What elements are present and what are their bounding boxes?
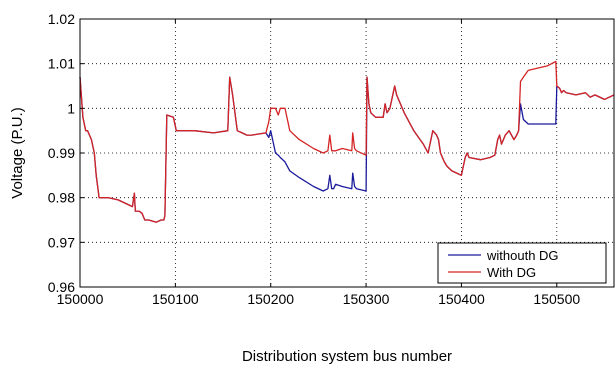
legend: withouth DG With DG bbox=[437, 242, 607, 284]
x-tick-label: 150000 bbox=[57, 291, 104, 307]
y-tick-label: 0.97 bbox=[48, 234, 75, 250]
y-tick-label: 1 bbox=[67, 100, 75, 116]
y-axis-label: Voltage (P.U.) bbox=[9, 107, 26, 198]
series-line-with-dg bbox=[79, 60, 615, 223]
x-tick-label: 150100 bbox=[152, 291, 199, 307]
x-tick-label: 150200 bbox=[247, 291, 294, 307]
y-tick-label: 1.01 bbox=[48, 56, 75, 72]
y-tick-label: 0.99 bbox=[48, 145, 75, 161]
legend-label-withouth-dg: withouth DG bbox=[486, 248, 559, 263]
legend-label-with-dg: With DG bbox=[487, 265, 536, 280]
axis-ticks: 150000 150100 150200 150300 150400 150500 0.96… bbox=[48, 11, 581, 307]
y-tick-label: 0.98 bbox=[48, 190, 75, 206]
x-tick-label: 150400 bbox=[438, 291, 485, 307]
x-tick-label: 150500 bbox=[533, 291, 580, 307]
x-tick-label: 150300 bbox=[343, 291, 390, 307]
x-axis-label: Distribution system bus number bbox=[242, 348, 452, 365]
legend-box bbox=[437, 242, 607, 284]
y-tick-label: 1.02 bbox=[48, 11, 75, 27]
grid-lines bbox=[80, 19, 614, 287]
y-tick-label: 0.96 bbox=[48, 279, 75, 295]
series-layer bbox=[79, 60, 615, 223]
